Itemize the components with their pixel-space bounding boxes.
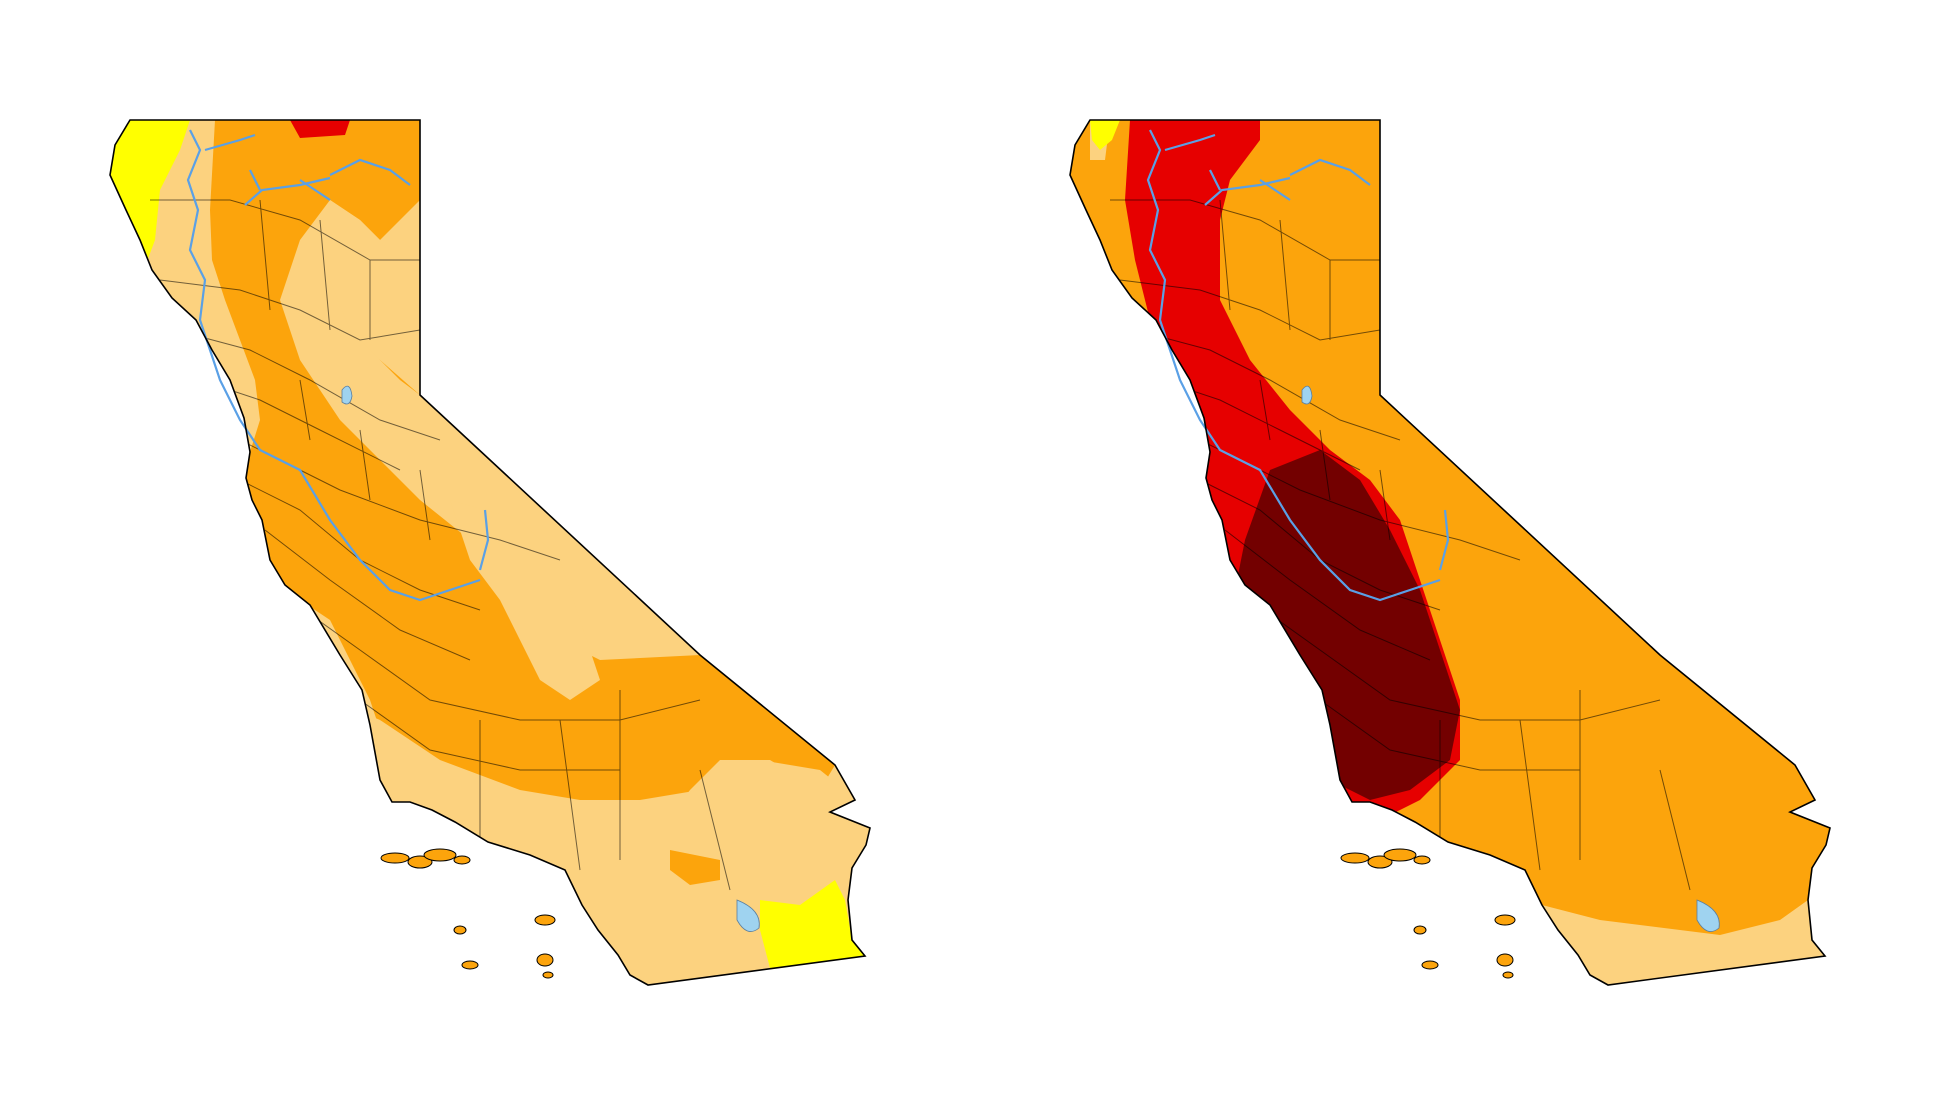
lake [1301, 385, 1313, 405]
island [1367, 855, 1393, 869]
map-group [1069, 119, 1831, 986]
island [380, 852, 410, 864]
island [542, 971, 554, 979]
river-lines [1146, 129, 1450, 602]
drought-region-base [310, 690, 870, 985]
drought-region-d0 [760, 880, 865, 968]
island [453, 855, 471, 865]
county-lines [150, 199, 731, 891]
island [1421, 960, 1439, 970]
drought-region-base [450, 500, 600, 700]
island [453, 925, 467, 935]
drought-regions [110, 120, 870, 985]
island [1413, 925, 1427, 935]
island [407, 855, 433, 869]
drought-region-light [1542, 900, 1825, 985]
drought-region-d1 [210, 120, 835, 880]
island [423, 848, 457, 862]
island [1340, 852, 1370, 864]
drought-map-right [1069, 119, 1831, 986]
state-outline [109, 119, 871, 986]
lake [1696, 899, 1720, 932]
drought-region-d2 [290, 120, 350, 138]
lake [736, 899, 760, 932]
state-fill [1070, 120, 1830, 985]
map-group [109, 119, 871, 986]
island [534, 914, 556, 926]
island [1383, 848, 1417, 862]
island [1494, 914, 1516, 926]
island [1413, 855, 1431, 865]
county-lines [1110, 199, 1691, 891]
state-outline [1069, 119, 1831, 986]
drought-map-left [109, 119, 871, 986]
drought-region-d0 [1090, 120, 1120, 150]
island [461, 960, 479, 970]
island [1502, 971, 1514, 979]
drought-region-d1 [670, 850, 720, 885]
island [536, 953, 554, 967]
lake [341, 385, 353, 405]
island [1496, 953, 1514, 967]
river-lines [186, 129, 490, 602]
